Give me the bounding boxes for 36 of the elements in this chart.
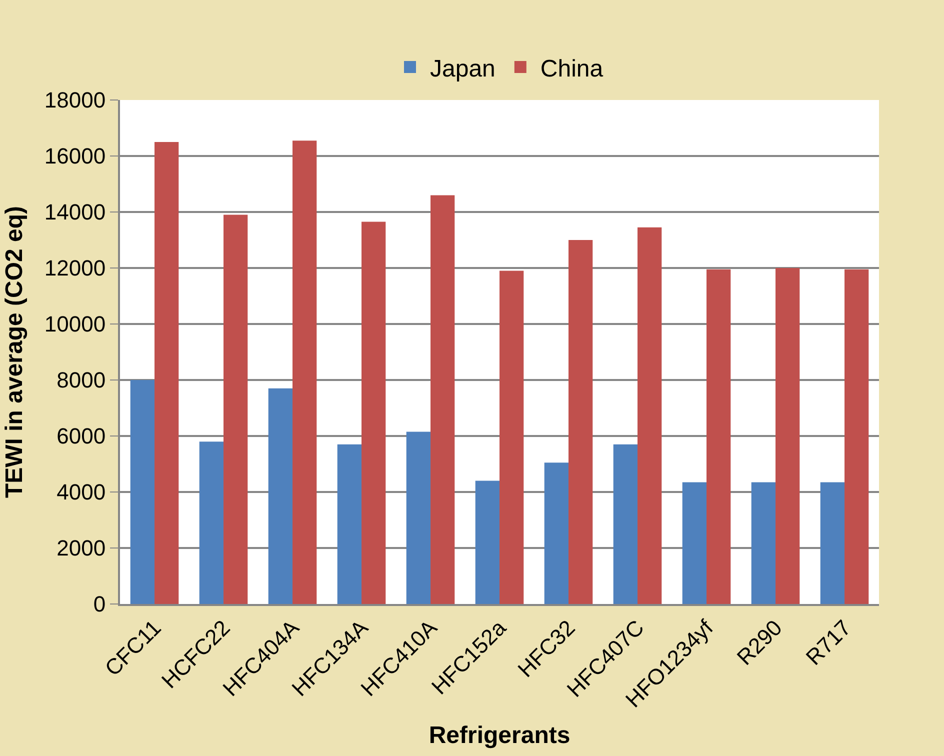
bar	[706, 269, 731, 604]
y-tick-label: 8000	[56, 368, 106, 393]
y-tick-label: 10000	[44, 312, 106, 337]
y-tick-label: 4000	[56, 480, 106, 505]
y-tick-label: 18000	[44, 88, 106, 113]
bar	[751, 482, 776, 604]
bar	[682, 482, 706, 604]
bar	[130, 380, 154, 604]
x-axis-title: Refrigerants	[428, 722, 570, 750]
bar	[844, 269, 869, 604]
bar	[613, 444, 638, 604]
bar	[776, 268, 800, 604]
bar	[406, 432, 430, 604]
y-tick-label: 16000	[44, 144, 106, 169]
bar	[362, 222, 386, 604]
bar	[568, 240, 593, 604]
bar	[820, 482, 844, 604]
bar	[544, 462, 568, 604]
y-tick-label: 12000	[44, 256, 106, 281]
y-axis-title: TEWI in average (CO2 eq)	[1, 206, 28, 498]
legend-label: Japan	[430, 55, 496, 82]
y-tick-label: 0	[93, 592, 106, 617]
bar	[224, 214, 248, 604]
bar	[337, 444, 362, 604]
legend-label: China	[540, 55, 604, 82]
y-tick-label: 14000	[44, 200, 106, 225]
bar	[268, 388, 292, 604]
bar	[638, 227, 662, 604]
bar	[292, 140, 317, 604]
bar	[475, 480, 500, 604]
bar	[430, 195, 455, 604]
bar	[500, 270, 524, 604]
bar	[199, 442, 224, 604]
bar	[154, 142, 179, 604]
y-tick-label: 2000	[56, 536, 106, 561]
y-tick-label: 6000	[56, 424, 106, 449]
